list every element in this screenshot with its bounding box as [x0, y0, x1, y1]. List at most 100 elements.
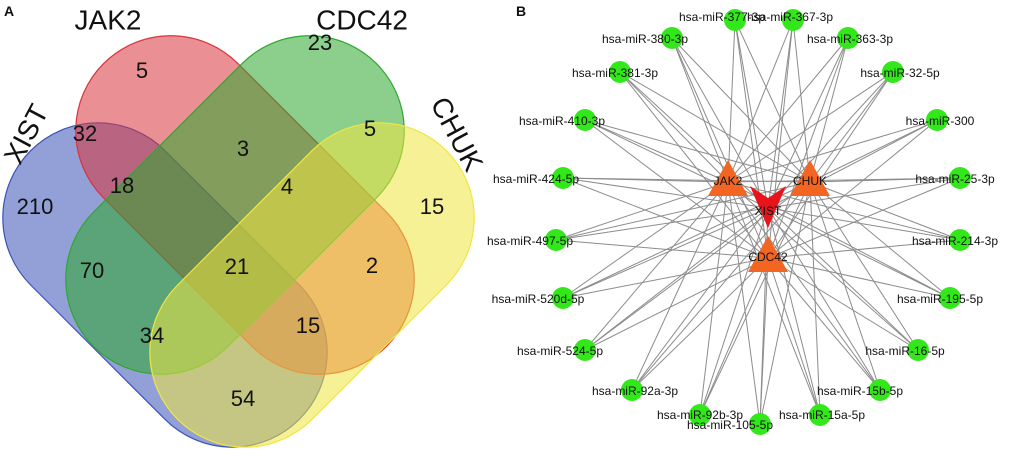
- edge: [767, 257, 821, 416]
- edge: [809, 181, 821, 416]
- venn-region-count: 18: [110, 173, 134, 198]
- mirna-node[interactable]: [809, 404, 831, 426]
- edge: [584, 257, 769, 351]
- venn-region-count: 210: [17, 194, 54, 219]
- mirna-node[interactable]: [926, 109, 948, 131]
- mirna-label: hsa-miR-524-5p: [517, 344, 603, 358]
- mirna-node[interactable]: [882, 61, 904, 83]
- mirna-node[interactable]: [661, 27, 683, 49]
- mirna-label: hsa-miR-92b-3p: [657, 408, 743, 422]
- edge: [767, 207, 821, 416]
- mirna-node[interactable]: [552, 167, 574, 189]
- hub-node-chuk[interactable]: [790, 160, 830, 196]
- edge: [727, 181, 961, 241]
- venn-set-label: CDC42: [316, 4, 408, 35]
- mirna-label: hsa-miR-25-3p: [915, 172, 995, 186]
- mirna-label: hsa-miR-214-3p: [912, 234, 998, 248]
- edge: [727, 19, 794, 183]
- edge: [734, 19, 769, 209]
- edges: [555, 19, 961, 425]
- mirna-label: hsa-miR-497-5p: [487, 234, 573, 248]
- edge: [734, 19, 811, 183]
- edge: [809, 181, 919, 351]
- venn-region-count: 32: [73, 121, 97, 146]
- edge: [631, 181, 729, 391]
- mirna-label: hsa-miR-105-5p: [687, 418, 773, 432]
- edge: [767, 257, 951, 299]
- edge: [767, 71, 894, 209]
- venn-region-count: 4: [281, 174, 293, 199]
- mirna-node[interactable]: [609, 61, 631, 83]
- edge: [671, 37, 729, 183]
- mirna-label: hsa-miR-92a-3p: [592, 384, 678, 398]
- mirna-node[interactable]: [724, 9, 746, 31]
- xist-node[interactable]: [750, 186, 786, 228]
- hub-label: CHUK: [793, 174, 827, 188]
- mirna-node[interactable]: [782, 9, 804, 31]
- mirna-label: hsa-miR-381-3p: [572, 66, 658, 80]
- mirna-label: hsa-miR-377-3p: [679, 10, 765, 24]
- mirna-node[interactable]: [949, 229, 971, 251]
- edge: [767, 207, 881, 391]
- edge: [562, 257, 769, 299]
- mirna-label: hsa-miR-15a-5p: [779, 408, 865, 422]
- edge: [767, 37, 849, 259]
- mirna-label: hsa-miR-300: [906, 114, 975, 128]
- mirna-node[interactable]: [869, 379, 891, 401]
- venn-set-label: JAK2: [75, 4, 142, 35]
- mirna-node[interactable]: [574, 109, 596, 131]
- edge: [584, 181, 729, 351]
- mirna-label: hsa-miR-195-5p: [897, 292, 983, 306]
- mirna-node[interactable]: [552, 287, 574, 309]
- panel-a-label: A: [4, 3, 14, 19]
- mirna-node[interactable]: [749, 413, 771, 435]
- hub-node-jak2[interactable]: [708, 160, 748, 196]
- edge: [584, 119, 729, 183]
- edge: [767, 257, 881, 391]
- edge: [584, 119, 811, 183]
- mirna-node[interactable]: [939, 287, 961, 309]
- edge: [671, 37, 769, 209]
- edge: [631, 207, 769, 391]
- mirna-label: hsa-miR-424-5p: [493, 172, 579, 186]
- mirna-node[interactable]: [621, 379, 643, 401]
- mirna-node[interactable]: [949, 167, 971, 189]
- mirna-node[interactable]: [574, 339, 596, 361]
- edge: [562, 177, 769, 209]
- venn-region-count: 54: [231, 386, 255, 411]
- edge: [727, 37, 849, 183]
- edge: [671, 37, 811, 183]
- edge: [767, 257, 919, 351]
- edge: [767, 19, 794, 259]
- mirna-node[interactable]: [545, 229, 567, 251]
- panel-b-label: B: [516, 3, 526, 19]
- edge: [809, 181, 951, 299]
- edge: [809, 71, 894, 183]
- edge: [727, 181, 881, 391]
- mirna-label: hsa-miR-410-3p: [519, 114, 605, 128]
- venn-region-count: 15: [296, 313, 320, 338]
- mirna-node[interactable]: [689, 404, 711, 426]
- venn-region-count: 15: [420, 194, 444, 219]
- venn-region-count: 5: [136, 58, 148, 83]
- edge: [555, 207, 769, 241]
- hub-label: CDC42: [748, 250, 788, 264]
- venn-region-count: 70: [80, 258, 104, 283]
- venn-set-cdc42: [65, 35, 405, 375]
- edge: [727, 181, 919, 351]
- xist-label: XIST: [755, 204, 782, 218]
- mirna-label: hsa-miR-367-3p: [747, 10, 833, 24]
- mirna-node[interactable]: [837, 27, 859, 49]
- edge: [555, 181, 729, 241]
- edge: [671, 37, 769, 259]
- edge: [699, 181, 811, 416]
- venn-region-count: 3: [237, 136, 249, 161]
- hub-node-cdc42[interactable]: [748, 236, 788, 272]
- venn-region-count: 21: [225, 254, 249, 279]
- edge: [727, 181, 821, 416]
- mirna-node[interactable]: [907, 339, 929, 361]
- venn-region-count: 2: [366, 253, 378, 278]
- venn-region-count: 34: [140, 323, 164, 348]
